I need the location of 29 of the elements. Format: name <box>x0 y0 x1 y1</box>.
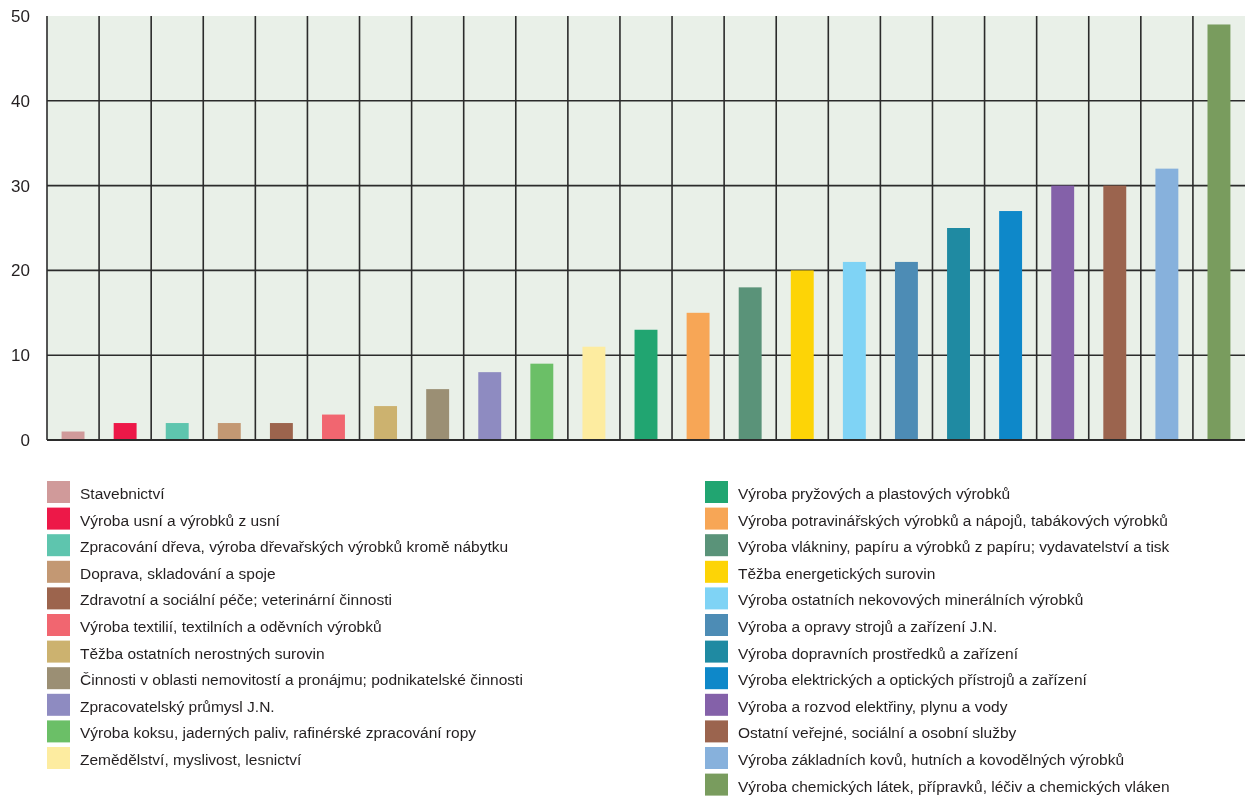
legend-label: Výroba dopravních prostředků a zařízení <box>738 644 1019 662</box>
y-tick-label: 50 <box>11 6 30 26</box>
legend-label: Výroba vlákniny, papíru a výrobků z papíru; vydavatelství a tisk <box>738 537 1170 555</box>
legend-label: Zpracovatelský průmysl J.N. <box>80 697 275 715</box>
legend-label: Výroba potravinářských výrobků a nápojů, tabákových výrobků <box>738 511 1168 529</box>
y-tick-label: 10 <box>11 345 30 365</box>
legend-label: Výroba koksu, jaderných paliv, rafinérské zpracování ropy <box>80 723 477 741</box>
legend-label: Zpracování dřeva, výroba dřevařských výrobků kromě nábytku <box>80 537 509 555</box>
legend-label: Těžba ostatních nerostných surovin <box>80 644 325 662</box>
legend-label: Výroba a rozvod elektřiny, plynu a vody <box>738 697 1008 715</box>
legend-label: Ostatní veřejné, sociální a osobní služby <box>738 723 1017 741</box>
legend-label: Těžba energetických surovin <box>738 564 936 582</box>
y-tick-label: 30 <box>11 176 30 196</box>
legend-label: Výroba elektrických a optických přístrojů a zařízení <box>738 670 1088 688</box>
legend-label: Výroba usní a výrobků z usní <box>80 511 281 529</box>
legend-label: Výroba chemických látek, přípravků, léčiv a chemických vláken <box>738 777 1170 795</box>
legend-label: Výroba a opravy strojů a zařízení J.N. <box>738 617 998 635</box>
y-tick-label: 0 <box>20 430 30 450</box>
legend-label: Doprava, skladování a spoje <box>80 564 276 582</box>
legend-label: Stavebnictví <box>80 484 166 502</box>
legend-label: Výroba pryžových a plastových výrobků <box>738 484 1011 502</box>
legend-label: Výroba ostatních nekovových minerálních výrobků <box>738 590 1084 608</box>
y-tick-label: 40 <box>11 91 30 111</box>
legend-label: Výroba základních kovů, hutních a kovodělných výrobků <box>738 750 1125 768</box>
legend-label: Činnosti v oblasti nemovitostí a pronájmu; podnikatelské činnosti <box>80 670 523 688</box>
y-tick-label: 20 <box>11 260 30 280</box>
legend-label: Zemědělství, myslivost, lesnictví <box>80 750 303 768</box>
legend-label: Zdravotní a sociální péče; veterinární činnosti <box>80 590 392 608</box>
legend-label: Výroba textilií, textilních a oděvních výrobků <box>80 617 382 635</box>
